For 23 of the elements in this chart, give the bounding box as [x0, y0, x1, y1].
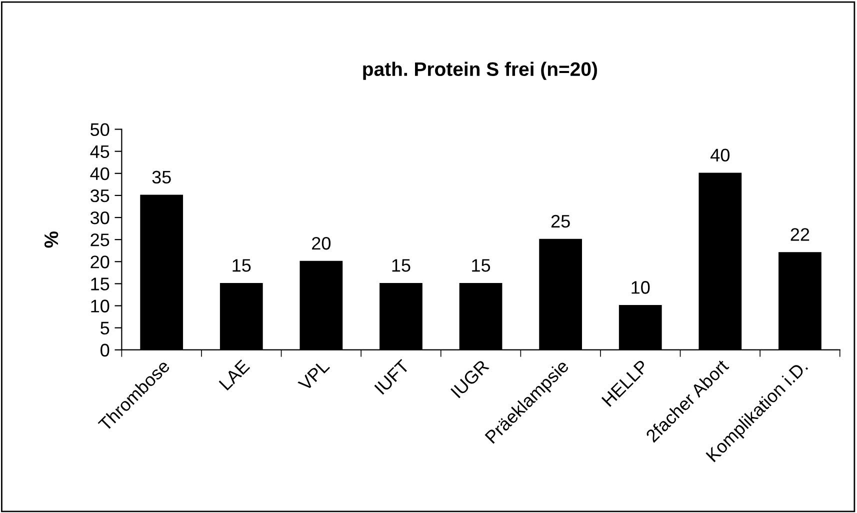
y-tick-label: 25 [90, 234, 110, 246]
data-label: 40 [710, 148, 730, 162]
x-tick-label: VPL [298, 359, 330, 392]
y-tick-label: 50 [90, 123, 110, 136]
y-tick-label: 15 [91, 278, 110, 290]
y-tick-label: 35 [90, 189, 110, 202]
y-tick-label: 0 [100, 344, 110, 357]
y-tick-label: 40 [90, 167, 110, 180]
y-axis-title: % [44, 231, 58, 248]
data-label: 15 [472, 259, 490, 272]
chart-title: path. Protein S frei (n=20) [363, 62, 597, 80]
data-label: 20 [312, 236, 331, 250]
y-tick-label: 20 [90, 256, 110, 268]
data-label: 25 [551, 214, 570, 228]
data-label: 35 [152, 170, 171, 184]
data-label: 10 [632, 281, 650, 294]
data-label: 22 [790, 228, 810, 241]
data-label: 15 [232, 259, 251, 272]
y-tick-label: 5 [100, 322, 110, 335]
y-tick-label: 30 [90, 211, 110, 224]
y-tick-label: 45 [90, 145, 110, 158]
data-label: 15 [392, 259, 410, 272]
y-tick-label: 10 [91, 300, 110, 312]
